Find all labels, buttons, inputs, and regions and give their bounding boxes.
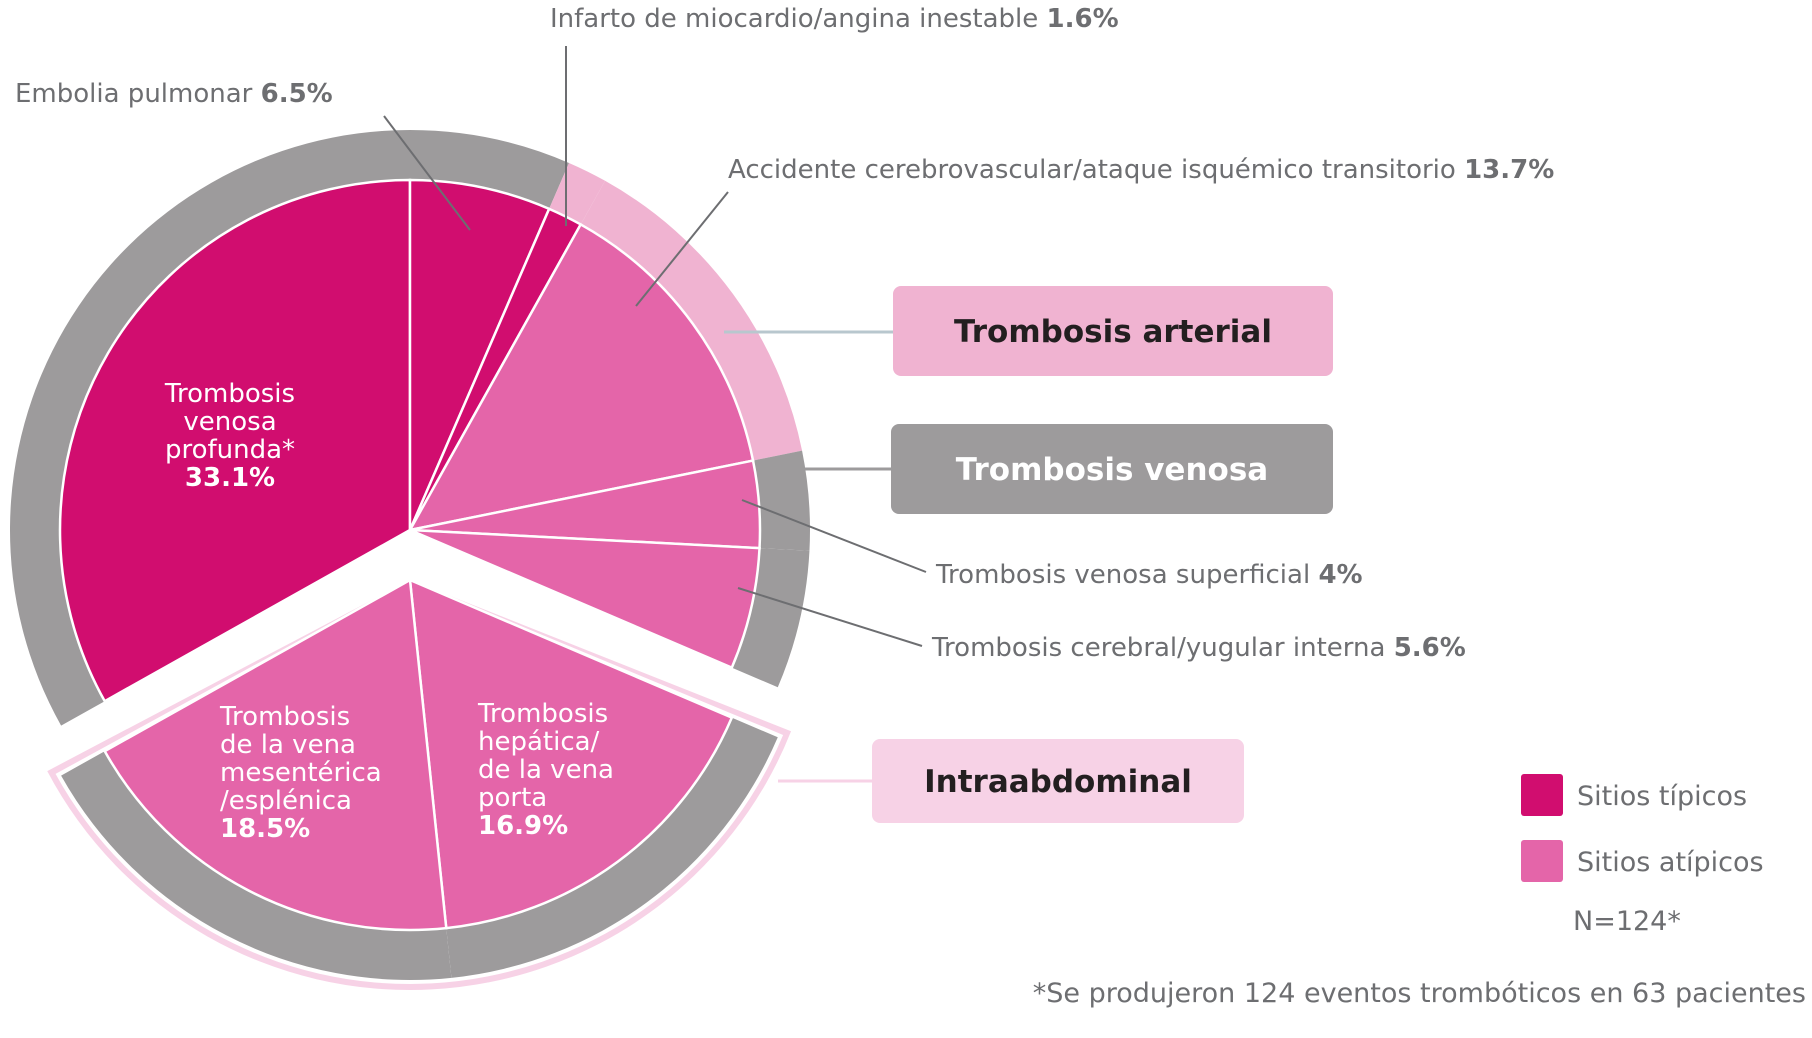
slice-embolia-pulmonar <box>408 178 551 531</box>
outside-label-text: Embolia pulmonar <box>15 79 261 109</box>
slice-labels: Trombosis venosa profunda* 33.1%Trombosis he… <box>15 4 1554 844</box>
group-boxes: Trombosis arterial Trombosis venosa Intraa… <box>724 286 1333 823</box>
legend-label-sitios-tipicos: Sitios típicos <box>1577 781 1747 812</box>
outside-label-value: 4% <box>1318 560 1362 590</box>
slice-value: 33.1% <box>185 463 275 493</box>
slice-trombosis-cerebral-yugular-interna <box>409 528 761 670</box>
slice-label-line: profunda* <box>165 435 295 465</box>
outside-label-text: Infarto de miocardio/angina inestable <box>550 4 1047 34</box>
group-box-intraabdominal <box>872 739 1244 823</box>
outside-label-value: 13.7% <box>1464 155 1554 185</box>
slice-label-line: hepática/ <box>478 727 600 757</box>
group-label-intraabdominal: Intraabdominal <box>924 764 1192 800</box>
slice-value: 16.9% <box>478 811 568 841</box>
leader-trombosis-cerebral-yugular-interna <box>737 587 923 647</box>
outside-label-trombosis-cerebral-yugular-interna: Trombosis cerebral/yugular interna 5.6% <box>931 633 1466 663</box>
slice-accidente-cerebrovascular-ataque-isquemico-transitorio <box>407 222 755 532</box>
ring-trombosis-de-la-vena-mesenterica-esplenica <box>61 750 452 980</box>
group-box-arterial <box>893 286 1333 376</box>
slice-trombosis-venosa-profunda <box>58 178 412 703</box>
n-note: N=124* <box>1573 906 1681 937</box>
ring-infarto-de-miocardio-angina-inestable <box>548 162 606 227</box>
outside-label-text: Trombosis venosa superficial <box>935 560 1318 590</box>
legend-swatch-sitios-atipicos <box>1521 840 1563 882</box>
legend: Sitios típicos Sitios atípicos <box>1521 774 1764 882</box>
outside-label-trombosis-venosa-superficial: Trombosis venosa superficial 4% <box>935 560 1363 590</box>
outside-label-text: Trombosis cerebral/yugular interna <box>931 633 1394 663</box>
slice-label-line: /esplénica <box>220 786 352 816</box>
slice-label-trombosis-de-la-vena-mesenterica-esplenica: Trombosis de la vena mesentérica/esplénica… <box>219 702 382 844</box>
slice-label-line: venosa <box>183 407 276 437</box>
ring-embolia-pulmonar <box>410 130 570 211</box>
outside-label-accidente-cerebrovascular-ataque-isquemico-transitorio: Accidente cerebrovascular/ataque isquémi… <box>728 155 1554 185</box>
ring-trombosis-cerebral-yugular-interna <box>729 548 810 688</box>
outside-label-value: 5.6% <box>1394 633 1466 663</box>
outside-label-text: Accidente cerebrovascular/ataque isquémi… <box>728 155 1464 185</box>
ring-trombosis-venosa-superficial <box>751 450 810 551</box>
slice-label-line: Trombosis <box>164 379 295 409</box>
outside-label-value: 6.5% <box>261 79 333 109</box>
slice-label-line: porta <box>478 783 547 813</box>
slice-label-trombosis-hepatica-de-la-vena-porta: Trombosis hepática/de la vena porta 16.9% <box>477 699 614 841</box>
slice-label-line: mesentérica <box>220 758 382 788</box>
slice-label-line: de la vena <box>478 755 614 785</box>
leader-lines <box>383 46 927 647</box>
footnote: *Se produjeron 124 eventos trombóticos e… <box>1033 978 1806 1009</box>
legend-swatch-sitios-tipicos <box>1521 774 1563 816</box>
slice-label-trombosis-venosa-profunda: Trombosis venosa profunda* 33.1% <box>164 379 295 493</box>
leader-embolia-pulmonar <box>383 115 471 231</box>
group-label-venosa: Trombosis venosa <box>956 452 1268 488</box>
group-box-venosa <box>891 424 1333 514</box>
outside-label-embolia-pulmonar: Embolia pulmonar 6.5% <box>15 79 333 109</box>
leader-trombosis-venosa-superficial <box>741 499 927 573</box>
leader-accidente-cerebrovascular-ataque-isquemico-transitorio <box>635 191 729 307</box>
group-label-arterial: Trombosis arterial <box>954 314 1272 350</box>
slice-label-line: Trombosis <box>477 699 608 729</box>
legend-label-sitios-atipicos: Sitios atípicos <box>1577 847 1764 878</box>
outside-label-infarto-de-miocardio-angina-inestable: Infarto de miocardio/angina inestable 1.… <box>550 4 1119 34</box>
slice-value: 18.5% <box>220 814 310 844</box>
slice-trombosis-hepatica-de-la-vena-porta <box>408 578 734 930</box>
slice-label-line: Trombosis <box>219 702 350 732</box>
outside-label-value: 1.6% <box>1047 4 1119 34</box>
slice-label-line: de la vena <box>220 730 356 760</box>
pie-slices <box>58 178 762 932</box>
slice-trombosis-de-la-vena-mesenterica-esplenica <box>103 577 448 932</box>
ring-trombosis-venosa-profunda <box>9 130 410 726</box>
